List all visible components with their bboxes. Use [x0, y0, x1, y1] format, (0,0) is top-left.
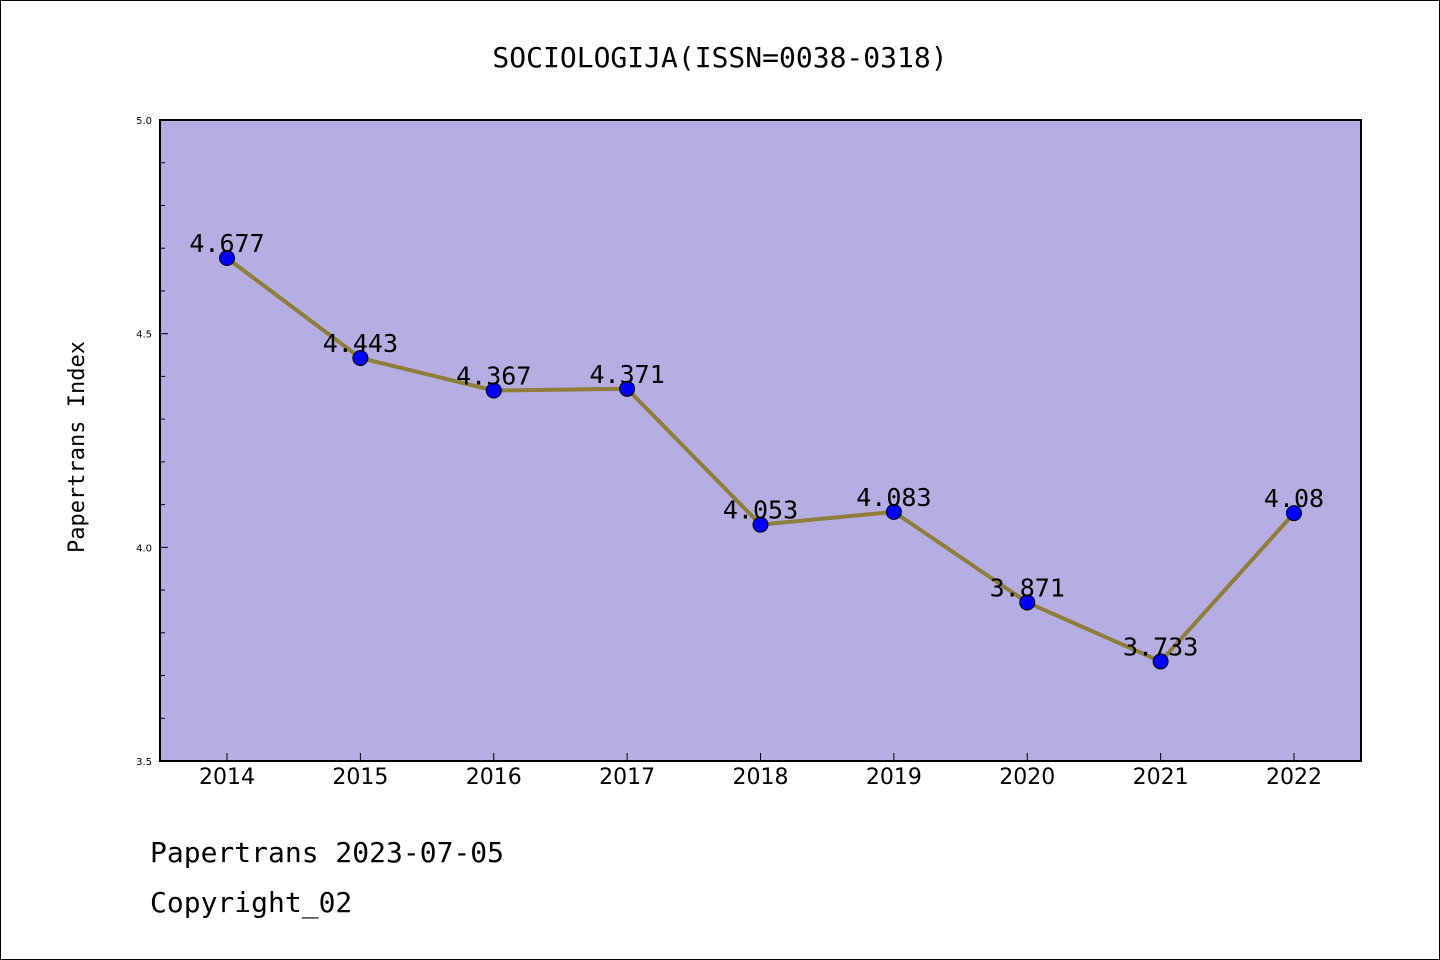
data-point: [219, 250, 235, 267]
data-label: 4.443: [323, 329, 398, 358]
y-axis-label: Papertrans Index: [65, 341, 90, 553]
y-tick-label: 4.5: [136, 330, 152, 341]
plot-area: [159, 119, 1362, 762]
x-tick-label: 2015: [332, 765, 388, 790]
x-tick-label: 2018: [733, 765, 789, 790]
data-point: [1286, 505, 1302, 522]
data-labels: 4.677 4.443 4.367 4.371 4.053 4.083 3.871 3.733…: [189, 229, 1324, 661]
data-point: [1019, 594, 1036, 611]
x-tick-label: 2017: [599, 765, 655, 790]
data-point: [885, 503, 902, 520]
data-label: 3.871: [990, 573, 1065, 602]
x-tick-label: 2019: [866, 765, 922, 790]
y-tick-label: 4.0: [136, 543, 152, 554]
footer-copyright: Copyright_02: [150, 886, 353, 919]
data-point: [619, 380, 636, 397]
y-axis: 3.5 4.0 4.5 5.0: [136, 116, 168, 768]
data-label: 3.733: [1123, 632, 1198, 661]
footer-date: Papertrans 2023-07-05: [150, 836, 505, 869]
data-point: [352, 350, 369, 367]
data-point: [752, 516, 769, 533]
x-axis: 2014 2015 2016 2017 2018 2019 2020 2021 2022: [199, 753, 1322, 790]
data-label: 4.367: [456, 362, 531, 391]
data-label: 4.053: [723, 496, 798, 525]
x-tick-label: 2014: [199, 765, 255, 790]
data-label: 4.371: [589, 360, 664, 389]
data-point: [485, 382, 502, 399]
data-label: 4.677: [189, 229, 264, 258]
x-tick-label: 2020: [999, 765, 1055, 790]
x-tick-label: 2022: [1266, 765, 1322, 790]
data-point: [1152, 653, 1169, 670]
y-tick-label: 3.5: [136, 757, 152, 768]
data-label: 4.08: [1264, 484, 1324, 513]
chart-title: SOCIOLOGIJA(ISSN=0038-0318): [492, 41, 947, 74]
x-tick-label: 2021: [1133, 765, 1189, 790]
data-label: 4.083: [856, 483, 931, 512]
x-tick-label: 2016: [466, 765, 522, 790]
y-tick-label: 5.0: [136, 116, 152, 127]
data-points: [219, 250, 1302, 670]
